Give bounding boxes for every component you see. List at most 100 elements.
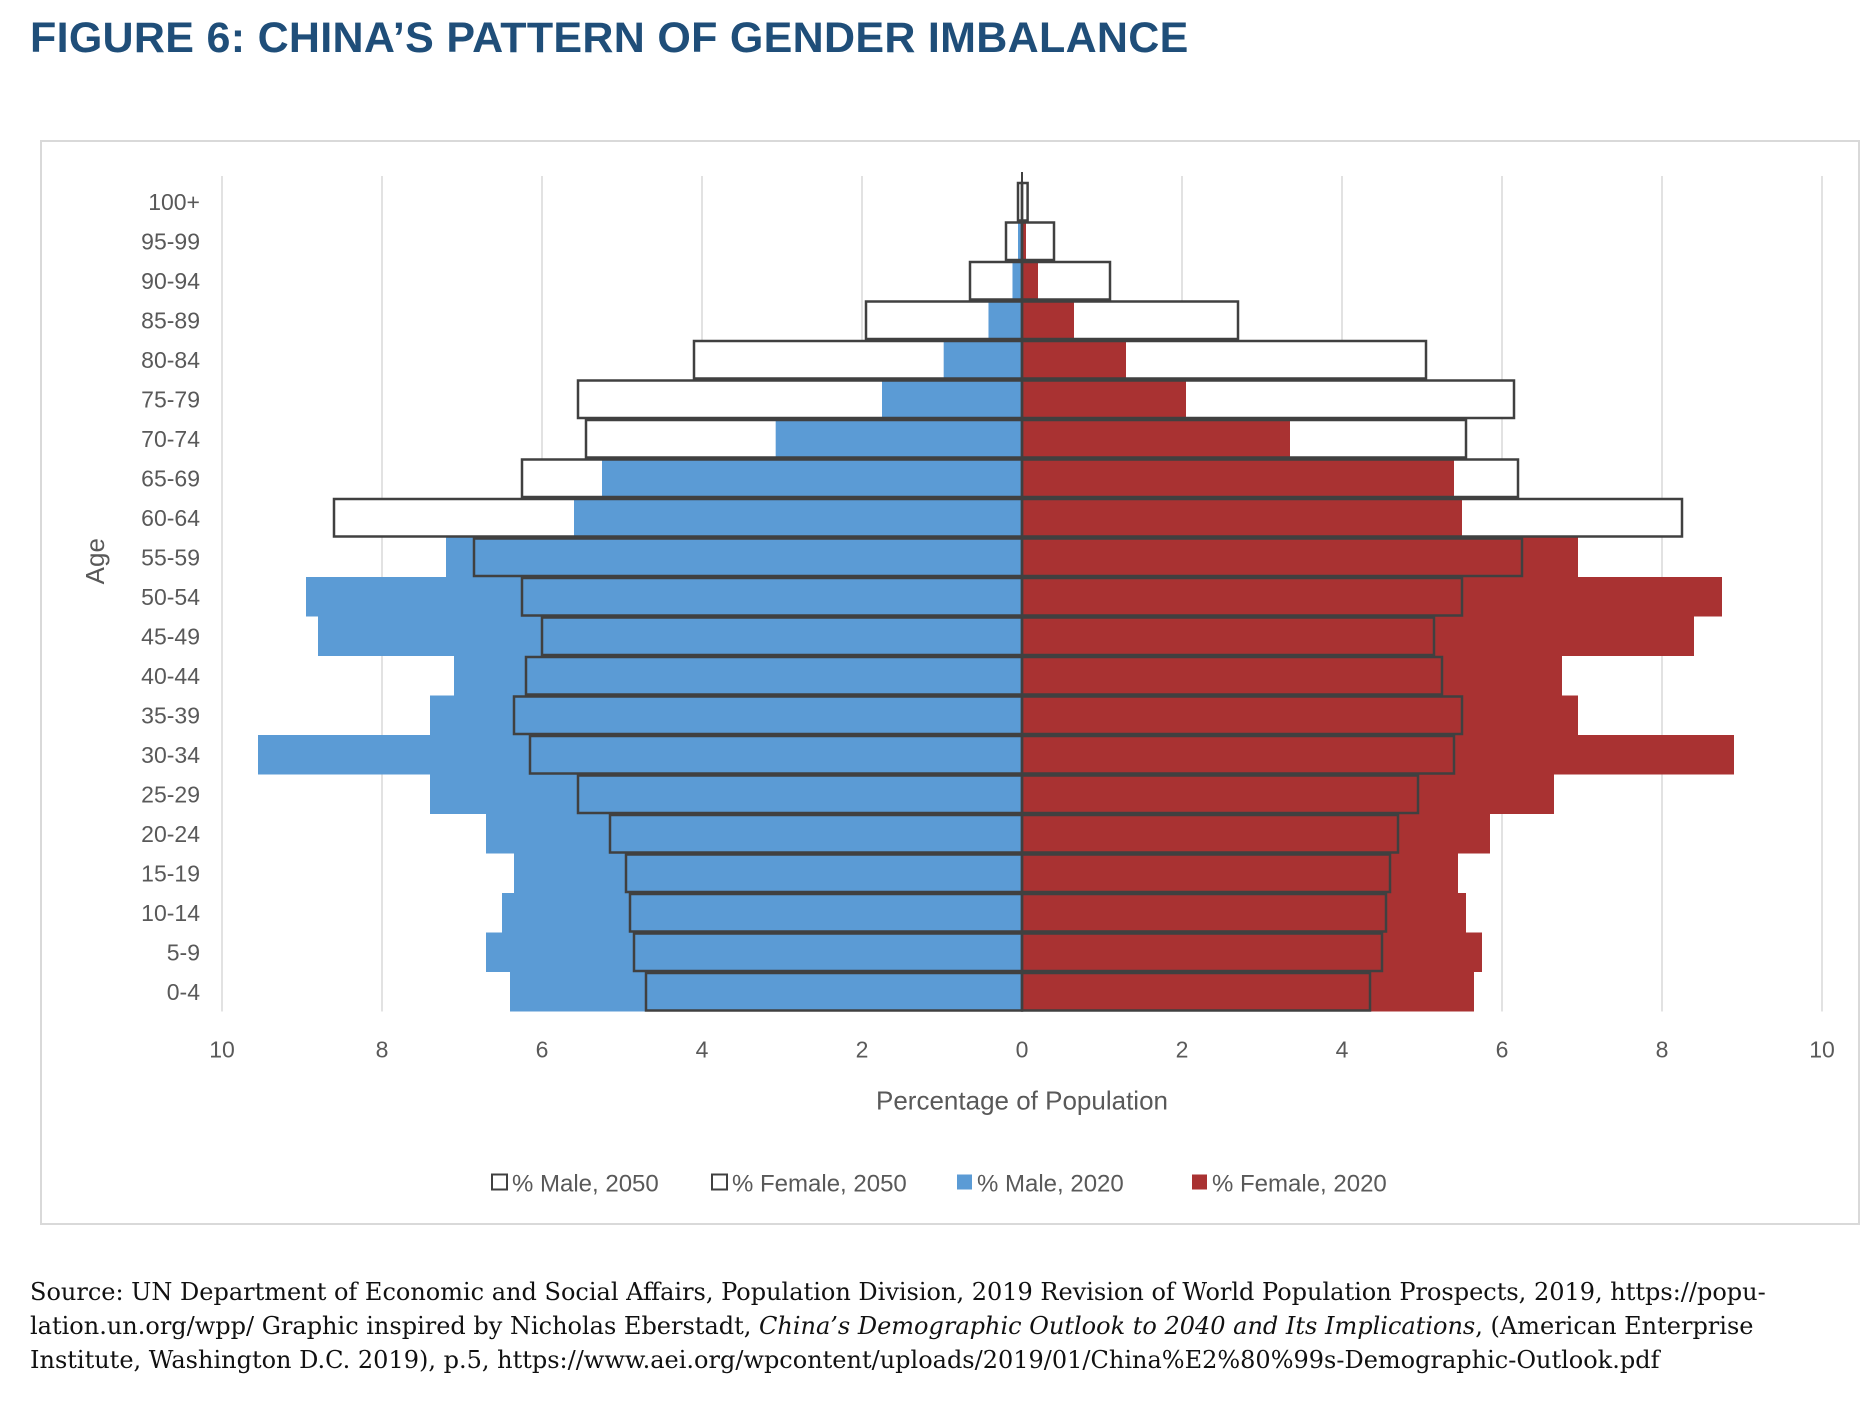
bar-female-2020-40-44	[1022, 656, 1562, 696]
bars-2020	[258, 221, 1734, 1012]
bar-female-2020-0-4	[1022, 972, 1474, 1012]
legend-label: % Male, 2020	[977, 1171, 1124, 1198]
bar-female-2050-excess-100+	[1022, 183, 1028, 221]
bar-male-2020-20-24	[486, 814, 1022, 854]
bar-female-2020-80-84	[1022, 340, 1126, 380]
source-note: Source: UN Department of Economic and So…	[30, 1275, 1840, 1377]
bar-female-2050-excess-65-69	[1454, 459, 1518, 497]
source-line-2: lation.un.org/wpp/ Graphic inspired by N…	[30, 1309, 1840, 1343]
x-tick-label: 2	[1176, 1037, 1189, 1063]
y-tick-label: 85-89	[141, 307, 200, 333]
bar-female-2050-excess-70-74	[1290, 420, 1466, 458]
bar-female-2020-60-64	[1022, 498, 1462, 538]
x-tick-labels: 10 8 6 4 2 0 2 4 6 8 10	[209, 1037, 1835, 1063]
bar-female-2020-65-69	[1022, 458, 1454, 498]
bar-female-2020-35-39	[1022, 695, 1578, 735]
y-tick-label: 30-34	[141, 742, 200, 768]
y-axis-label: Age	[80, 538, 110, 584]
bar-female-2050-excess-85-89	[1074, 301, 1238, 339]
bar-male-2020-0-4	[510, 972, 1022, 1012]
y-tick-label: 0-4	[167, 979, 200, 1005]
bar-female-2020-55-59	[1022, 537, 1578, 577]
y-tick-label: 75-79	[141, 386, 200, 412]
bar-male-2020-95-99	[1018, 221, 1022, 261]
bar-female-2020-70-74	[1022, 419, 1290, 459]
bar-male-2020-85-89	[988, 300, 1022, 340]
legend-swatch	[711, 1173, 728, 1191]
bar-male-2020-45-49	[318, 616, 1022, 656]
bar-male-2020-25-29	[430, 774, 1022, 814]
y-tick-label: 45-49	[141, 623, 200, 649]
bar-male-2020-10-14	[502, 893, 1022, 933]
source-book-title: China’s Demographic Outlook to 2040 and …	[759, 1312, 1476, 1340]
bar-male-2020-50-54	[306, 577, 1022, 617]
y-tick-label: 60-64	[141, 505, 200, 531]
y-tick-label: 100+	[148, 189, 200, 215]
bar-female-2020-85-89	[1022, 300, 1074, 340]
bar-male-2020-30-34	[258, 735, 1022, 775]
bar-female-2020-75-79	[1022, 379, 1186, 419]
y-tick-label: 65-69	[141, 465, 200, 491]
bar-male-2020-65-69	[602, 458, 1022, 498]
x-tick-label: 2	[856, 1037, 869, 1063]
y-tick-label: 20-24	[141, 821, 200, 847]
legend-swatch	[491, 1173, 508, 1191]
bar-male-2050-excess-100+	[1018, 183, 1022, 221]
x-tick-label: 8	[1656, 1037, 1669, 1063]
bar-female-2020-30-34	[1022, 735, 1734, 775]
bar-male-2020-55-59	[446, 537, 1022, 577]
legend-label: % Female, 2020	[1212, 1171, 1387, 1198]
y-tick-label: 80-84	[141, 347, 200, 373]
y-tick-label: 15-19	[141, 860, 200, 886]
y-tick-label: 5-9	[167, 939, 200, 965]
legend-swatch	[1192, 1174, 1207, 1190]
bar-female-2020-10-14	[1022, 893, 1466, 933]
source-line-1: Source: UN Department of Economic and So…	[30, 1278, 1766, 1306]
bar-male-2050-excess-80-84	[694, 341, 944, 379]
bar-male-2050-excess-60-64	[334, 499, 574, 537]
legend: % Male, 2050 % Female, 2050 % Male, 2020 % …	[491, 1171, 1387, 1198]
y-tick-label: 25-29	[141, 781, 200, 807]
x-tick-label: 4	[1336, 1037, 1349, 1063]
y-tick-label: 10-14	[141, 900, 200, 926]
bar-male-2050-excess-95-99	[1006, 222, 1018, 260]
y-tick-labels: 100+ 95-99 90-94 85-89 80-84 75-79 70-74 65-69 6…	[141, 189, 200, 1005]
bar-male-2050-excess-90-94	[970, 262, 1013, 300]
bar-female-2020-20-24	[1022, 814, 1490, 854]
source-line-3: Institute, Washington D.C. 2019), p.5, h…	[30, 1346, 1660, 1374]
bar-female-2050-excess-95-99	[1026, 222, 1054, 260]
x-tick-label: 6	[1496, 1037, 1509, 1063]
bar-male-2020-40-44	[454, 656, 1022, 696]
bar-female-2020-15-19	[1022, 853, 1458, 893]
x-tick-label: 10	[1809, 1037, 1835, 1063]
bar-female-2020-5-9	[1022, 932, 1482, 972]
bar-female-2050-excess-60-64	[1462, 499, 1682, 537]
legend-label: % Female, 2050	[732, 1171, 907, 1198]
y-tick-label: 90-94	[141, 268, 200, 294]
bar-female-2050-excess-75-79	[1186, 380, 1514, 418]
y-tick-label: 35-39	[141, 702, 200, 728]
bar-male-2050-excess-70-74	[586, 420, 776, 458]
bar-female-2020-90-94	[1022, 261, 1038, 301]
bar-female-2020-50-54	[1022, 577, 1722, 617]
y-tick-label: 70-74	[141, 426, 200, 452]
y-tick-label: 55-59	[141, 544, 200, 570]
x-tick-label: 8	[376, 1037, 389, 1063]
legend-label: % Male, 2050	[512, 1171, 659, 1198]
figure-title: FIGURE 6: CHINA’S PATTERN OF GENDER IMBA…	[30, 14, 1189, 62]
x-tick-label: 6	[536, 1037, 549, 1063]
bar-male-2050-excess-65-69	[522, 459, 602, 497]
bar-female-2050-excess-90-94	[1038, 262, 1110, 300]
x-tick-label: 4	[696, 1037, 709, 1063]
x-axis-label: Percentage of Population	[876, 1086, 1168, 1116]
y-tick-label: 50-54	[141, 584, 200, 610]
y-tick-label: 95-99	[141, 228, 200, 254]
x-tick-label: 0	[1016, 1037, 1029, 1063]
bar-male-2020-80-84	[943, 340, 1022, 380]
bar-male-2020-35-39	[430, 695, 1022, 735]
x-tick-label: 10	[209, 1037, 235, 1063]
bar-male-2050-excess-85-89	[866, 301, 989, 339]
y-tick-label: 40-44	[141, 663, 200, 689]
bar-female-2020-45-49	[1022, 616, 1694, 656]
legend-swatch	[957, 1174, 972, 1190]
